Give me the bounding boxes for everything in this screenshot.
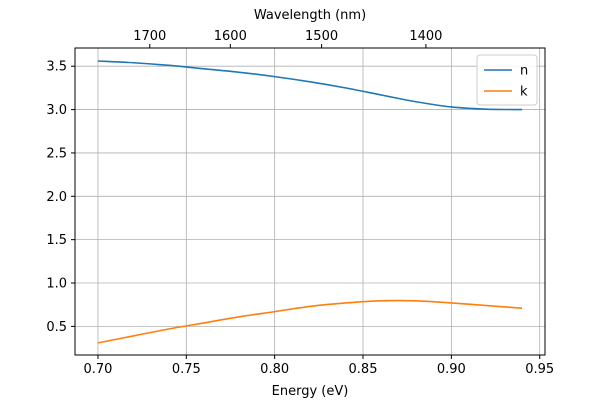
y-tick-label: 3.5 — [46, 60, 67, 75]
top-x-tick-label: 1400 — [409, 29, 442, 44]
x-tick-label: 0.90 — [437, 362, 466, 377]
x-axis-title: Energy (eV) — [272, 384, 349, 399]
top-x-tick-label: 1700 — [133, 29, 166, 44]
top-x-axis-title: Wavelength (nm) — [254, 8, 366, 23]
x-tick-label: 0.80 — [260, 362, 289, 377]
y-tick-label: 0.5 — [46, 320, 67, 335]
y-tick-label: 2.5 — [46, 146, 67, 161]
y-tick-label: 1.0 — [46, 277, 67, 292]
legend-label-n: n — [520, 64, 528, 79]
grid-lines — [75, 48, 545, 355]
series-lines — [97, 60, 523, 344]
series-line-k — [97, 299, 523, 344]
axis-ticks: 0.70 0.75 0.80 0.85 0.90 0.95 0.5 1.0 1.5 2.0 2.5 3… — [46, 29, 554, 377]
x-tick-label: 0.85 — [349, 362, 378, 377]
x-tick-label: 0.70 — [83, 362, 112, 377]
y-tick-label: 3.0 — [46, 103, 67, 118]
x-tick-label: 0.75 — [172, 362, 201, 377]
y-tick-label: 1.5 — [46, 233, 67, 248]
y-tick-label: 2.0 — [46, 190, 67, 205]
x-tick-label: 0.95 — [525, 362, 554, 377]
legend-label-k: k — [520, 85, 528, 100]
plot-frame — [74, 47, 546, 356]
legend-box — [476, 54, 538, 106]
series-line-n — [97, 60, 523, 111]
legend: nk — [476, 54, 538, 106]
top-x-tick-label: 1500 — [305, 29, 338, 44]
top-x-tick-label: 1600 — [214, 29, 247, 44]
